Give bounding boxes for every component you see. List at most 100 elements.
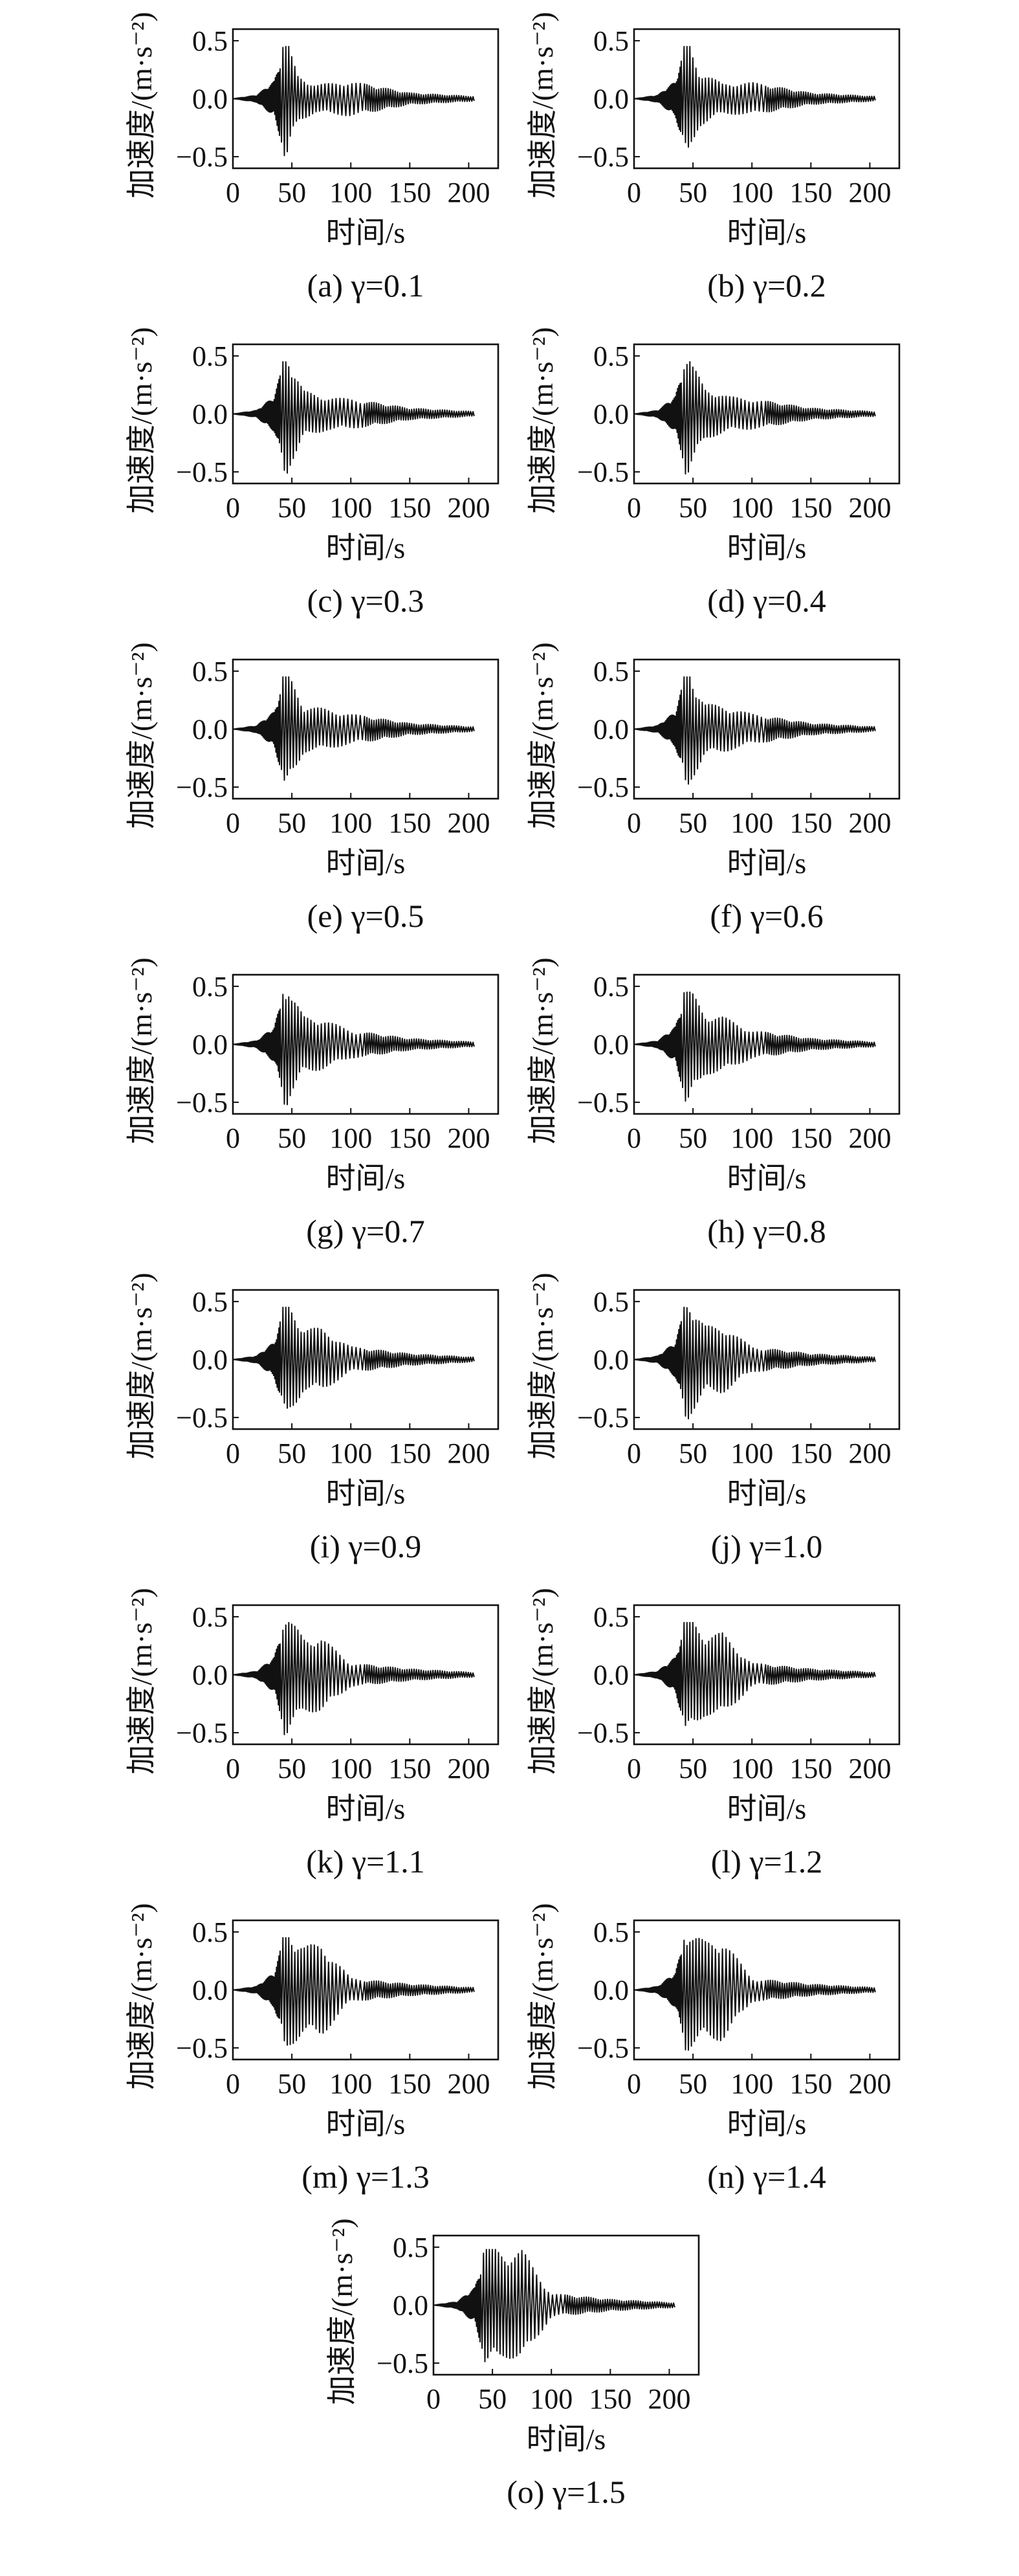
panel-caption: (o) γ=1.5 (507, 2474, 626, 2510)
acceleration-series (233, 1307, 474, 1408)
y-tick-label: 0.5 (192, 1916, 228, 1948)
x-tick-label: 0 (627, 2068, 641, 2100)
x-tick-label: 50 (278, 2068, 306, 2100)
x-axis-label: 时间/s (727, 2107, 807, 2140)
panel-caption: (f) γ=0.6 (710, 898, 823, 934)
panel-caption: (k) γ=1.1 (306, 1843, 425, 1880)
panel-caption: (g) γ=0.7 (306, 1213, 425, 1249)
panel-caption: (e) γ=0.5 (307, 898, 424, 934)
x-axis-label: 时间/s (326, 2107, 406, 2140)
x-axis-label: 时间/s (527, 2423, 606, 2456)
x-tick-label: 100 (329, 1438, 372, 1469)
y-tick-label: 0.0 (192, 1975, 228, 2006)
x-tick-label: 200 (447, 807, 490, 839)
x-tick-label: 0 (226, 492, 240, 524)
chart-panel-1: 0.5 0.0 −0.5 0 50 100 150 200 时间/s 加速度/(m·s⁻²) (a)… (123, 19, 485, 324)
y-axis-label: 加速度/(m·s⁻²) (526, 1588, 559, 1775)
x-tick-label: 200 (848, 177, 891, 208)
y-axis-label: 加速度/(m·s⁻²) (526, 642, 559, 829)
y-tick-label: 0.5 (593, 1916, 629, 1948)
y-axis-label: 加速度/(m·s⁻²) (526, 957, 559, 1144)
x-tick-label: 200 (848, 1122, 891, 1154)
y-tick-label: 0.5 (593, 25, 629, 57)
x-tick-label: 50 (478, 2383, 507, 2415)
x-tick-label: 200 (848, 1438, 891, 1469)
x-axis-label: 时间/s (727, 216, 807, 249)
x-tick-label: 0 (627, 1753, 641, 1784)
x-tick-label: 150 (789, 492, 832, 524)
x-tick-label: 150 (789, 177, 832, 208)
y-tick-label: −0.5 (176, 2032, 228, 2064)
y-tick-label: 0.5 (593, 656, 629, 687)
x-tick-label: 150 (789, 1122, 832, 1154)
chart-panel-8: 0.5 0.0 −0.5 0 50 100 150 200 时间/s 加速度/(m·s⁻²) (h)… (524, 965, 886, 1269)
chart-panel-14: 0.5 0.0 −0.5 0 50 100 150 200 时间/s 加速度/(m·s⁻²) (n)… (524, 1911, 886, 2215)
x-tick-label: 0 (226, 807, 240, 839)
x-tick-label: 100 (329, 1122, 372, 1154)
panel-caption: (h) γ=0.8 (707, 1213, 826, 1249)
y-tick-label: 0.0 (192, 1660, 228, 1691)
x-axis-label: 时间/s (727, 1792, 807, 1825)
x-tick-label: 0 (226, 1438, 240, 1469)
x-tick-label: 200 (848, 1753, 891, 1784)
x-tick-label: 50 (679, 492, 707, 524)
acceleration-series (433, 2250, 675, 2362)
x-axis-label: 时间/s (326, 847, 406, 880)
chart-panel-10: 0.5 0.0 −0.5 0 50 100 150 200 时间/s 加速度/(m·s⁻²) (j)… (524, 1280, 886, 1584)
y-tick-label: −0.5 (577, 1402, 629, 1434)
y-tick-label: 0.5 (393, 2232, 428, 2263)
y-tick-label: 0.5 (593, 340, 629, 372)
x-tick-label: 150 (388, 1122, 431, 1154)
x-axis-label: 时间/s (326, 1792, 406, 1825)
x-tick-label: 100 (329, 2068, 372, 2100)
acceleration-series (233, 994, 474, 1104)
y-tick-label: 0.5 (192, 971, 228, 1003)
y-axis-label: 加速度/(m·s⁻²) (526, 12, 559, 199)
x-tick-label: 0 (226, 1753, 240, 1784)
x-tick-label: 0 (627, 1438, 641, 1469)
y-axis-label: 加速度/(m·s⁻²) (125, 1903, 158, 2090)
y-tick-label: −0.5 (577, 772, 629, 803)
panel-caption: (b) γ=0.2 (707, 267, 826, 304)
acceleration-series (233, 47, 474, 156)
x-axis-label: 时间/s (727, 531, 807, 564)
x-tick-label: 200 (848, 807, 891, 839)
x-tick-label: 200 (447, 1438, 490, 1469)
x-axis-label: 时间/s (727, 1162, 807, 1195)
y-tick-label: 0.0 (192, 714, 228, 746)
acceleration-series (233, 677, 474, 780)
y-axis-label: 加速度/(m·s⁻²) (526, 327, 559, 514)
y-tick-label: 0.5 (593, 971, 629, 1003)
x-tick-label: 50 (278, 1122, 306, 1154)
panel-caption: (a) γ=0.1 (307, 267, 424, 304)
x-tick-label: 150 (789, 2068, 832, 2100)
x-tick-label: 200 (447, 1753, 490, 1784)
x-axis-label: 时间/s (326, 216, 406, 249)
panel-caption: (n) γ=1.4 (707, 2159, 826, 2195)
x-tick-label: 150 (388, 1753, 431, 1784)
y-tick-label: −0.5 (577, 1087, 629, 1118)
x-tick-label: 100 (730, 2068, 773, 2100)
y-tick-label: 0.0 (192, 399, 228, 430)
y-tick-label: 0.0 (593, 714, 629, 746)
acceleration-series (233, 1623, 474, 1735)
y-tick-label: −0.5 (176, 1087, 228, 1118)
y-tick-label: 0.5 (192, 656, 228, 687)
x-tick-label: 50 (679, 2068, 707, 2100)
x-tick-label: 50 (679, 177, 707, 208)
acceleration-series (634, 362, 875, 474)
y-tick-label: 0.0 (593, 1975, 629, 2006)
y-tick-label: 0.5 (192, 1601, 228, 1633)
y-tick-label: −0.5 (577, 1717, 629, 1749)
y-axis-label: 加速度/(m·s⁻²) (125, 1272, 158, 1460)
x-tick-label: 150 (789, 1438, 832, 1469)
chart-panel-4: 0.5 0.0 −0.5 0 50 100 150 200 时间/s 加速度/(m·s⁻²) (d)… (524, 335, 886, 639)
x-tick-label: 200 (648, 2383, 690, 2415)
x-tick-label: 200 (848, 2068, 891, 2100)
x-tick-label: 100 (730, 177, 773, 208)
y-tick-label: −0.5 (176, 1402, 228, 1434)
x-tick-label: 150 (589, 2383, 631, 2415)
y-axis-label: 加速度/(m·s⁻²) (526, 1272, 559, 1460)
x-tick-label: 100 (329, 807, 372, 839)
